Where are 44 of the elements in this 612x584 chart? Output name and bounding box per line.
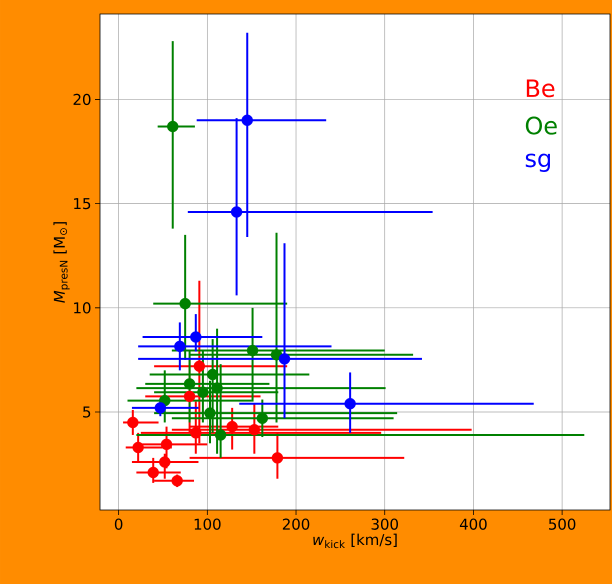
point	[194, 360, 206, 372]
x-tick-label: 500	[549, 518, 576, 530]
point	[344, 398, 356, 410]
point	[190, 427, 202, 439]
text: Be	[526, 80, 554, 98]
point	[190, 331, 202, 343]
point	[214, 429, 226, 441]
x-axis-title: w$_{kick}$ [km/s]	[313, 534, 397, 548]
point	[148, 466, 159, 478]
x-tick-label: 0	[114, 518, 122, 530]
point	[160, 438, 172, 450]
y-axis-title: M$_{presN}$ [M$_{⊙}$]	[53, 222, 70, 303]
point	[184, 390, 196, 402]
point	[278, 353, 290, 365]
point	[230, 206, 242, 218]
x-tick-label: 400	[460, 518, 487, 530]
y-tick-label: 10	[74, 302, 90, 314]
point	[204, 407, 216, 419]
x-tick-label: 200	[282, 518, 310, 530]
point	[246, 344, 258, 356]
point	[159, 456, 170, 468]
point	[132, 442, 144, 454]
point	[272, 452, 284, 464]
point	[197, 386, 209, 398]
y-tick-label: 5	[83, 406, 90, 418]
point	[184, 378, 196, 390]
text: sg	[526, 154, 550, 172]
point	[248, 424, 260, 436]
point	[179, 298, 191, 310]
y-tick-label: 20	[74, 94, 90, 106]
point	[242, 114, 253, 126]
point	[167, 120, 178, 132]
point	[226, 420, 238, 432]
point	[127, 416, 139, 428]
point	[211, 382, 223, 394]
point	[256, 412, 268, 424]
x-tick-label: 300	[372, 518, 398, 530]
text: Oe	[526, 116, 557, 135]
point	[174, 340, 186, 352]
point	[206, 368, 218, 380]
x-tick-label: 100	[194, 518, 221, 530]
point	[154, 402, 166, 414]
point	[270, 349, 282, 360]
y-tick-label: 15	[74, 198, 90, 210]
